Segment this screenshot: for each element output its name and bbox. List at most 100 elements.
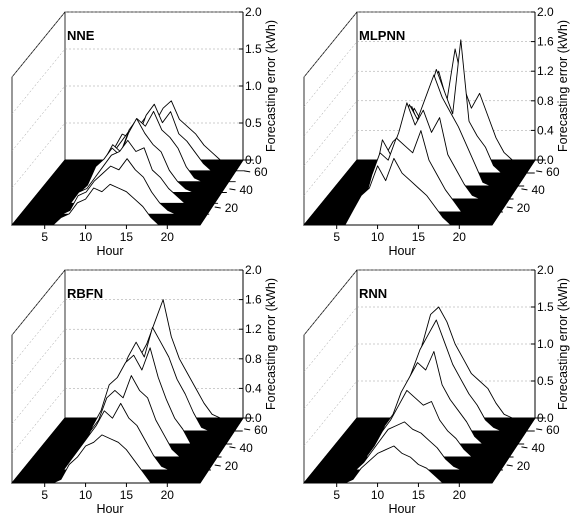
depth-tick-label: 60 (254, 423, 268, 437)
depth-tick-label: 60 (254, 165, 268, 179)
surface-ribbon (324, 389, 514, 458)
z-tick-label: 0.0 (245, 153, 262, 167)
z-tick-label: 0.4 (245, 381, 262, 395)
x-tick-label: 5 (333, 230, 340, 244)
z-tick-label: 2.0 (245, 5, 262, 19)
depth-tick (506, 206, 513, 209)
grid-line (303, 380, 358, 447)
depth-tick-label: 20 (517, 459, 531, 473)
z-tick-label: 1.0 (537, 337, 554, 351)
x-tick-label: 5 (333, 488, 340, 502)
x-tick-label: 10 (371, 230, 385, 244)
z-tick-label: 2.0 (537, 5, 554, 19)
z-tick-label: 1.0 (245, 79, 262, 93)
x-tick-label: 20 (161, 230, 175, 244)
x-tick-label: 15 (412, 230, 426, 244)
grid-line (11, 48, 66, 115)
depth-tick-label: 60 (546, 165, 560, 179)
right-edge (491, 159, 536, 226)
grid-line (303, 130, 358, 196)
x-tick-label: 20 (161, 488, 175, 502)
depth-tick-label: 20 (225, 459, 239, 473)
depth-tick (521, 188, 528, 191)
z-axis-title: Forecasting error (kWh) (264, 278, 278, 410)
depth-tick (229, 188, 236, 191)
x-tick-label: 15 (120, 230, 134, 244)
surface-ribbon (22, 402, 212, 471)
x-axis-title: Hour (96, 244, 123, 258)
surface-ribbon (335, 351, 525, 445)
depth-tick (521, 446, 528, 449)
x-axis-title: Hour (388, 502, 415, 516)
grid-line (11, 388, 66, 454)
x-tick-label: 10 (79, 488, 93, 502)
z-tick-label: 0.5 (537, 374, 554, 388)
z-tick-label: 2.0 (245, 263, 262, 277)
depth-tick (536, 428, 543, 431)
depth-tick (244, 428, 251, 431)
x-axis-title: Hour (388, 244, 415, 258)
depth-tick (536, 170, 543, 173)
grid-line (11, 11, 66, 78)
panel-title: MLPNN (359, 28, 405, 43)
z-tick-label: 0.5 (245, 116, 262, 130)
z-tick-label: 1.2 (245, 322, 262, 336)
z-tick-label: 0.0 (245, 411, 262, 425)
z-tick-label: 0.0 (537, 411, 554, 425)
depth-tick (229, 446, 236, 449)
x-tick-label: 20 (453, 230, 467, 244)
x-tick-label: 10 (79, 230, 93, 244)
grid-line (303, 306, 358, 373)
z-tick-label: 0.0 (537, 153, 554, 167)
z-tick-label: 1.5 (245, 42, 262, 56)
x-tick-label: 5 (41, 488, 48, 502)
x-tick-label: 10 (371, 488, 385, 502)
grid-line (303, 71, 358, 137)
grid-line (11, 269, 66, 336)
depth-tick (214, 206, 221, 209)
z-tick-label: 1.6 (537, 35, 554, 49)
x-tick-label: 20 (453, 488, 467, 502)
z-tick-label: 1.5 (537, 300, 554, 314)
grid-line (11, 358, 66, 424)
grid-line (303, 41, 358, 107)
right-edge (199, 417, 244, 484)
panel-title: RNN (359, 286, 387, 301)
surface-ribbon (314, 130, 504, 213)
depth-tick-label: 40 (531, 183, 545, 197)
depth-tick-label: 40 (239, 183, 253, 197)
grid-line (303, 100, 358, 166)
z-tick-label: 1.6 (245, 293, 262, 307)
depth-tick-label: 40 (239, 441, 253, 455)
z-axis-title: Forecasting error (kWh) (264, 20, 278, 152)
z-axis-title: Forecasting error (kWh) (556, 20, 570, 152)
grid-line (11, 329, 66, 395)
x-axis-title: Hour (96, 502, 123, 516)
grid-line (11, 299, 66, 365)
panel-title: NNE (67, 28, 95, 43)
surface-ribbon (314, 421, 504, 471)
z-tick-label: 1.2 (537, 64, 554, 78)
z-tick-label: 0.8 (245, 352, 262, 366)
x-tick-label: 15 (120, 488, 134, 502)
depth-tick (244, 170, 251, 173)
depth-tick-label: 40 (531, 441, 545, 455)
depth-tick (506, 464, 513, 467)
x-tick-label: 15 (412, 488, 426, 502)
grid-line (303, 269, 358, 336)
z-tick-label: 0.8 (537, 94, 554, 108)
x-tick-label: 5 (41, 230, 48, 244)
depth-tick-label: 60 (546, 423, 560, 437)
z-axis-title: Forecasting error (kWh) (556, 278, 570, 410)
grid-line (303, 343, 358, 410)
z-tick-label: 2.0 (537, 263, 554, 277)
right-edge (491, 417, 536, 484)
depth-tick-label: 20 (517, 201, 531, 215)
right-edge (199, 159, 244, 226)
grid-line (303, 11, 358, 78)
